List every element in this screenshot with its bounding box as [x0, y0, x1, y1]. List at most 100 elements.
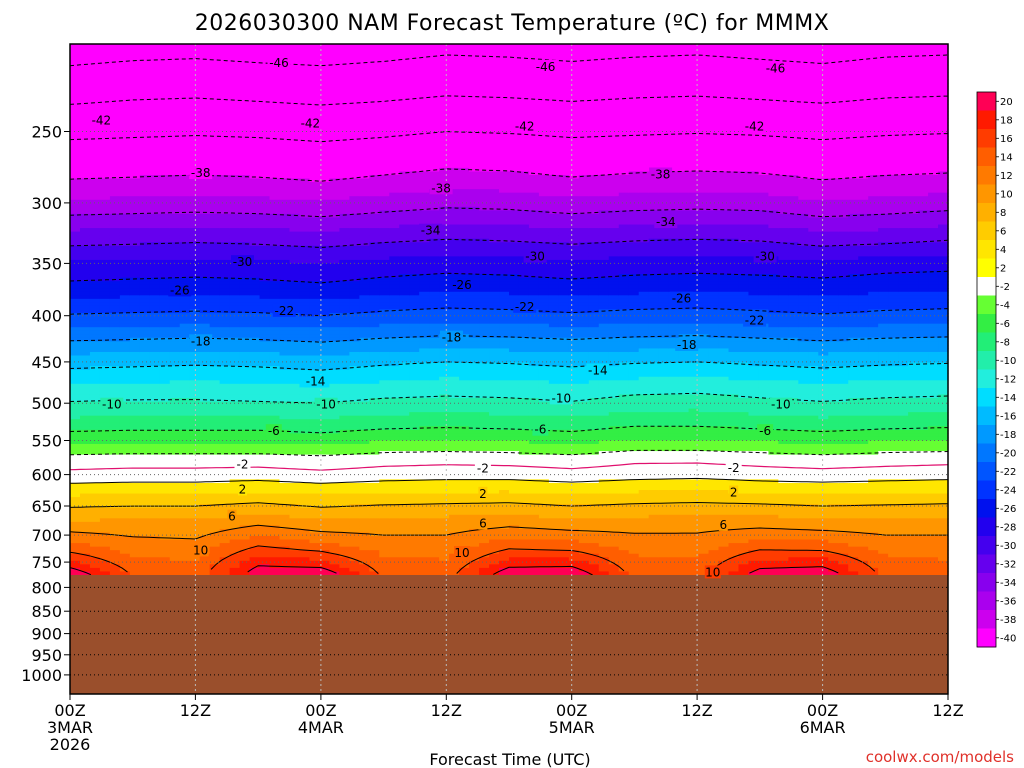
field-cell: [259, 553, 271, 558]
field-cell: [139, 397, 151, 403]
field-cell: [309, 323, 321, 328]
field-cell: [209, 263, 221, 268]
field-cell: [349, 125, 360, 130]
field-cell: [319, 281, 331, 286]
field-cell: [229, 550, 241, 555]
field-cell: [369, 196, 380, 201]
field-cell: [70, 518, 81, 523]
field-cell: [399, 164, 410, 169]
field-cell: [149, 458, 161, 463]
field-cell: [189, 139, 201, 144]
field-cell: [199, 267, 211, 272]
field-cell: [329, 86, 340, 91]
field-cell: [209, 90, 221, 95]
field-cell: [99, 93, 111, 98]
field-cell: [199, 298, 211, 303]
field-cell: [229, 295, 241, 300]
field-cell: [339, 536, 350, 541]
field-cell: [149, 54, 161, 59]
field-cell: [119, 422, 131, 427]
field-cell: [289, 121, 301, 127]
field-cell: [309, 47, 321, 52]
field-cell: [79, 267, 91, 272]
field-cell: [79, 443, 91, 449]
field-cell: [149, 341, 161, 346]
field-cell: [309, 160, 321, 165]
field-cell: [339, 228, 350, 233]
field-cell: [70, 164, 81, 169]
field-cell: [70, 259, 81, 265]
field-cell: [379, 160, 390, 165]
field-cell: [129, 546, 141, 551]
field-cell: [159, 394, 171, 399]
field-cell: [139, 249, 151, 254]
field-cell: [239, 553, 251, 558]
field-cell: [189, 79, 201, 84]
field-cell: [389, 560, 400, 565]
field-cell: [159, 309, 171, 314]
field-cell: [339, 252, 350, 257]
field-cell: [329, 114, 340, 119]
field-cell: [229, 270, 241, 275]
field-cell: [359, 380, 370, 385]
field-cell: [289, 323, 301, 328]
field-cell: [219, 213, 231, 219]
field-cell: [299, 351, 311, 357]
field-cell: [249, 497, 261, 502]
field-cell: [349, 451, 360, 456]
field-cell: [79, 564, 91, 569]
field-cell: [309, 164, 321, 169]
field-cell: [189, 316, 201, 321]
field-cell: [119, 54, 131, 59]
field-cell: [339, 482, 350, 488]
field-cell: [109, 334, 121, 339]
field-cell: [369, 461, 380, 466]
field-cell: [299, 465, 311, 470]
field-cell: [119, 390, 131, 396]
field-cell: [139, 288, 151, 293]
field-cell: [79, 536, 91, 541]
field-cell: [209, 426, 221, 431]
field-cell: [259, 330, 271, 335]
field-cell: [209, 351, 221, 357]
field-cell: [139, 546, 151, 551]
field-cell: [239, 451, 251, 456]
field-cell: [189, 429, 201, 434]
field-cell: [99, 185, 111, 190]
field-cell: [359, 235, 370, 240]
field-cell: [199, 274, 211, 279]
field-cell: [359, 387, 370, 392]
field-cell: [199, 320, 211, 325]
field-cell: [149, 146, 161, 151]
field-cell: [329, 309, 340, 314]
field-cell: [249, 274, 261, 279]
field-cell: [199, 475, 211, 480]
field-cell: [89, 440, 101, 445]
field-cell: [289, 490, 301, 495]
field-cell: [339, 433, 350, 438]
field-cell: [259, 249, 271, 254]
field-cell: [169, 220, 181, 226]
field-cell: [399, 58, 410, 63]
field-cell: [329, 174, 340, 180]
field-cell: [299, 528, 311, 534]
field-cell: [109, 252, 121, 257]
field-cell: [99, 514, 111, 519]
field-cell: [169, 387, 181, 392]
field-cell: [379, 270, 390, 275]
field-cell: [109, 394, 121, 399]
field-cell: [319, 394, 331, 399]
field-cell: [389, 344, 400, 350]
field-cell: [399, 139, 410, 144]
field-cell: [349, 107, 360, 112]
field-cell: [229, 433, 241, 438]
field-cell: [219, 362, 231, 367]
field-cell: [70, 344, 81, 350]
field-cell: [299, 100, 311, 105]
field-cell: [99, 86, 111, 91]
field-cell: [279, 160, 291, 165]
field-cell: [259, 440, 271, 445]
field-cell: [129, 189, 141, 194]
field-cell: [79, 238, 91, 243]
field-cell: [329, 203, 340, 208]
